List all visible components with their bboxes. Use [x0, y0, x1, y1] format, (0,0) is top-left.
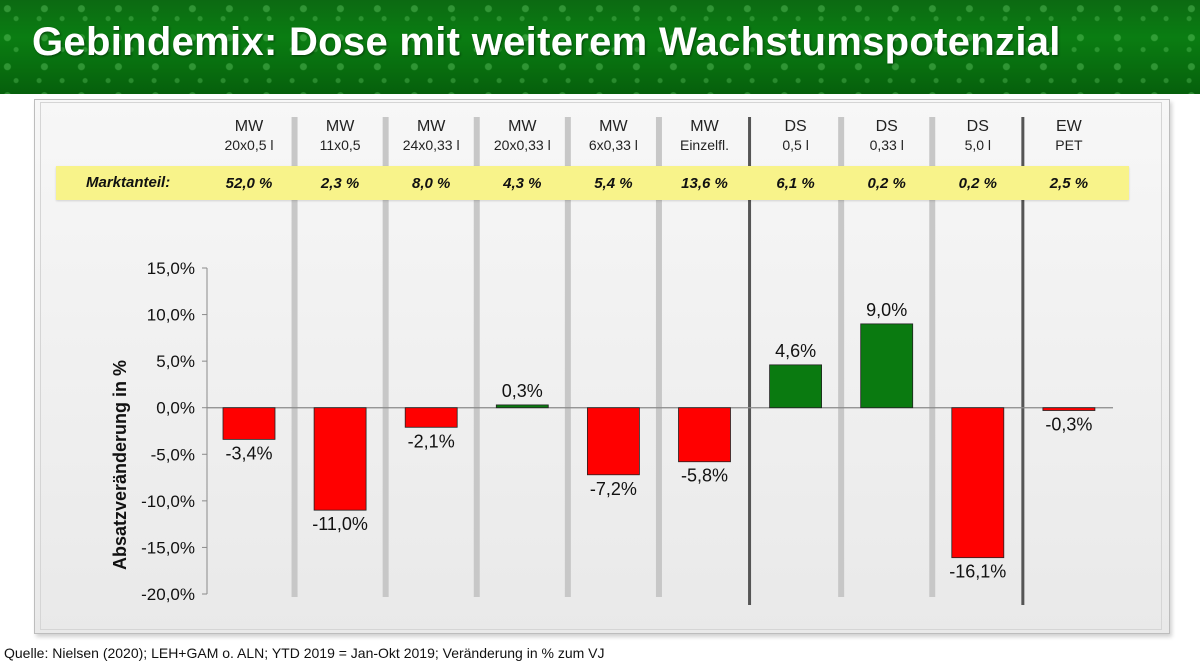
- category-header-line1: MW: [416, 118, 446, 135]
- bar: [951, 407, 1005, 559]
- category-header: MW Einzelfl.: [660, 118, 750, 154]
- bar: [313, 407, 367, 511]
- category-header-line2: 5,0 l: [964, 137, 992, 153]
- bar: [404, 407, 458, 428]
- category-header-line2: PET: [1055, 137, 1083, 153]
- category-header: MW 6x0,33 l: [568, 118, 658, 154]
- category-header-line1: MW: [690, 118, 719, 135]
- column-separator: [564, 117, 571, 597]
- bar-value-label: -0,3%: [1045, 415, 1092, 435]
- category-header: EW PET: [1024, 118, 1114, 154]
- category-header-line1: EW: [1056, 118, 1082, 135]
- y-tick-label: -5,0%: [151, 445, 195, 464]
- market-share-value: 0,2 %: [958, 175, 997, 192]
- column-separator: [655, 117, 662, 597]
- chart-panel-border: [40, 102, 1162, 630]
- category-header: MW 20x0,33 l: [477, 118, 567, 154]
- bar: [1042, 407, 1096, 411]
- bar-value-label: -5,8%: [681, 466, 728, 486]
- bar-value-label: 4,6%: [775, 341, 816, 361]
- y-tick-label: -10,0%: [141, 492, 195, 511]
- bar-value-label: -2,1%: [408, 431, 455, 451]
- category-header-line2: 11x0,5: [319, 137, 361, 153]
- bar: [222, 407, 276, 440]
- y-axis-label: Absatzveränderung in %: [110, 359, 130, 570]
- column-separator: [473, 117, 480, 597]
- category-header-line2: Einzelfl.: [679, 137, 730, 153]
- category-header-line2: 24x0,33 l: [402, 137, 460, 153]
- title-banner: Gebindemix: Dose mit weiterem Wachstumsp…: [0, 0, 1200, 94]
- column-separator: [838, 117, 845, 597]
- y-tick-label: -15,0%: [141, 538, 195, 557]
- category-header-line1: MW: [325, 118, 355, 135]
- y-tick-label: 15,0%: [147, 259, 195, 278]
- market-share-value: 2,3 %: [320, 175, 360, 192]
- bar: [587, 407, 640, 476]
- y-tick-label: 0,0%: [156, 399, 195, 418]
- bar: [495, 404, 549, 409]
- market-share-strip: [56, 166, 1129, 200]
- category-header-line1: MW: [599, 118, 628, 135]
- y-tick-label: 10,0%: [147, 306, 195, 325]
- market-share-value: 5,4 %: [594, 175, 633, 192]
- market-share-value: 52,0 %: [225, 175, 273, 192]
- bar-value-label: -16,1%: [949, 562, 1006, 582]
- category-header-line2: 20x0,5 l: [224, 137, 274, 153]
- bar-value-label: 0,3%: [502, 381, 543, 401]
- page-title: Gebindemix: Dose mit weiterem Wachstumsp…: [32, 20, 1061, 64]
- category-header-line2: 20x0,33 l: [493, 137, 551, 153]
- bar-value-label: -11,0%: [312, 514, 368, 534]
- market-share-value: 0,2 %: [867, 175, 906, 192]
- group-separator: [1021, 117, 1025, 605]
- y-tick-label: -20,0%: [141, 585, 195, 604]
- group-separator: [748, 117, 752, 605]
- bar: [860, 323, 914, 409]
- bar: [769, 364, 822, 409]
- category-header-line1: MW: [234, 118, 264, 135]
- market-share-value: 4,3 %: [503, 175, 542, 192]
- category-header: MW 11x0,5: [295, 118, 385, 154]
- category-header: DS 5,0 l: [933, 118, 1023, 154]
- category-header-line1: DS: [784, 118, 807, 135]
- category-header-line2: 0,5 l: [782, 137, 809, 153]
- market-share-label: Marktanteil:: [86, 174, 171, 191]
- category-header: MW 24x0,33 l: [386, 118, 476, 154]
- category-header-line2: 0,33 l: [869, 137, 904, 153]
- category-header: DS 0,33 l: [842, 118, 932, 154]
- bar: [678, 407, 731, 463]
- y-tick-label: 5,0%: [156, 352, 195, 371]
- category-header-line1: DS: [875, 118, 898, 135]
- market-share-value: 13,6 %: [681, 175, 728, 192]
- market-share-value: 6,1 %: [776, 175, 815, 192]
- column-separator: [291, 117, 298, 597]
- market-share-value: 2,5 %: [1049, 175, 1089, 192]
- category-header-line1: DS: [966, 118, 989, 135]
- bar-value-label: -3,4%: [225, 443, 272, 463]
- source-note: Quelle: Nielsen (2020); LEH+GAM o. ALN; …: [4, 645, 605, 661]
- column-separator: [382, 117, 389, 597]
- category-header: DS 0,5 l: [751, 118, 841, 154]
- column-separator: [929, 117, 936, 597]
- bar-value-label: 9,0%: [866, 300, 907, 320]
- category-header-line2: 6x0,33 l: [588, 137, 638, 153]
- bar-value-label: -7,2%: [590, 479, 637, 499]
- category-header: MW 20x0,5 l: [204, 118, 294, 154]
- category-header-line1: MW: [508, 118, 537, 135]
- market-share-value: 8,0 %: [412, 175, 451, 192]
